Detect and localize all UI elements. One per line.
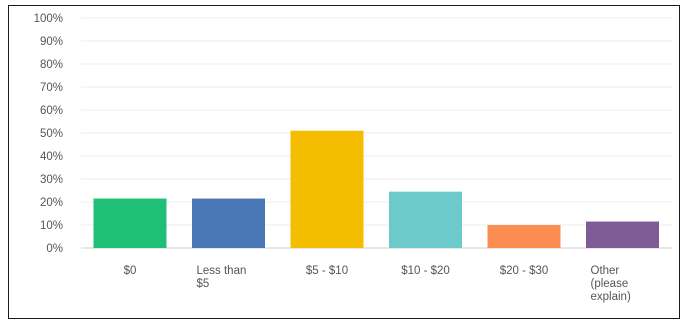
y-tick-label: 90%	[40, 36, 63, 48]
bar[interactable]	[290, 130, 364, 248]
x-category-label-line: $0	[124, 265, 137, 277]
y-tick-label: 20%	[40, 197, 63, 209]
bar[interactable]	[389, 191, 462, 248]
y-tick-label: 70%	[40, 82, 63, 94]
x-category-label: Less than $5	[197, 265, 247, 290]
y-tick-label: 10%	[40, 220, 63, 232]
y-tick-label: 100%	[34, 13, 63, 25]
x-category-label: $10 - $20	[401, 265, 450, 277]
bar[interactable]	[586, 221, 659, 248]
y-tick-label: 50%	[40, 128, 63, 140]
x-axis-category-labels: $0 Less than $5 $5 - $10 $10 - $20 $20 - $30 O…	[124, 265, 631, 303]
y-tick-label: 80%	[40, 59, 63, 71]
y-tick-label: 0%	[46, 243, 63, 255]
x-category-label: $20 - $30	[500, 265, 549, 277]
x-category-label-line: $5	[197, 278, 210, 290]
x-category-label-line: explain)	[591, 291, 631, 303]
bar[interactable]	[487, 225, 561, 248]
x-category-label-line: $10 - $20	[401, 265, 450, 277]
x-category-label-line: Less than	[197, 265, 247, 277]
x-category-label-line: $5 - $10	[306, 265, 348, 277]
bar[interactable]	[93, 198, 167, 248]
x-category-label: Other (please explain)	[591, 265, 631, 303]
y-tick-label: 60%	[40, 105, 63, 117]
y-tick-label: 40%	[40, 151, 63, 163]
x-category-label-line: (please	[591, 278, 629, 290]
x-category-label: $0	[124, 265, 137, 277]
x-category-label-line: $20 - $30	[500, 265, 549, 277]
y-axis-tick-labels: 0% 10% 20% 30% 40% 50% 60% 70% 80% 90% 100%	[34, 13, 63, 255]
bar[interactable]	[192, 198, 265, 248]
gridlines	[81, 17, 672, 249]
x-category-label: $5 - $10	[306, 265, 348, 277]
y-tick-label: 30%	[40, 174, 63, 186]
bars	[93, 130, 659, 248]
x-category-label-line: Other	[591, 265, 620, 277]
